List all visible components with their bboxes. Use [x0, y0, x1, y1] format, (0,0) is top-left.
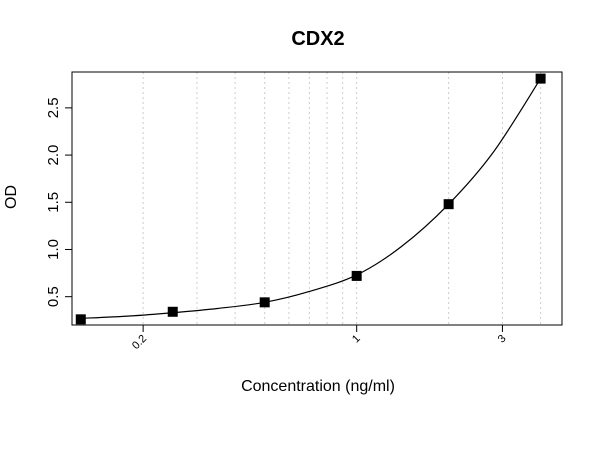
y-tick-label: 1.0 — [45, 239, 62, 260]
x-tick-label: 1 — [350, 333, 363, 346]
x-axis-label: Concentration (ng/ml) — [241, 378, 395, 395]
data-point — [443, 199, 454, 210]
plot-frame — [71, 71, 563, 326]
y-tick-label: 2.0 — [45, 145, 62, 166]
data-point — [351, 270, 362, 281]
y-tick-label: 0.5 — [45, 286, 62, 307]
data-point — [167, 306, 178, 317]
fit-curve — [80, 78, 542, 319]
gridlines — [142, 72, 542, 325]
data-points — [75, 73, 546, 325]
y-tick-label: 1.5 — [45, 192, 62, 213]
data-point — [75, 314, 86, 325]
data-point — [259, 297, 270, 308]
y-axis: 0.5 1.0 1.5 2.0 2.5 — [45, 97, 72, 307]
y-tick-label: 2.5 — [45, 97, 62, 118]
x-tick-label: 0.2 — [130, 333, 149, 352]
x-axis: 0.2 1 3 — [130, 325, 509, 352]
chart-title: CDX2 — [291, 28, 344, 50]
x-tick-label: 3 — [496, 333, 509, 346]
y-axis-label: OD — [3, 185, 20, 209]
data-point — [535, 73, 546, 84]
